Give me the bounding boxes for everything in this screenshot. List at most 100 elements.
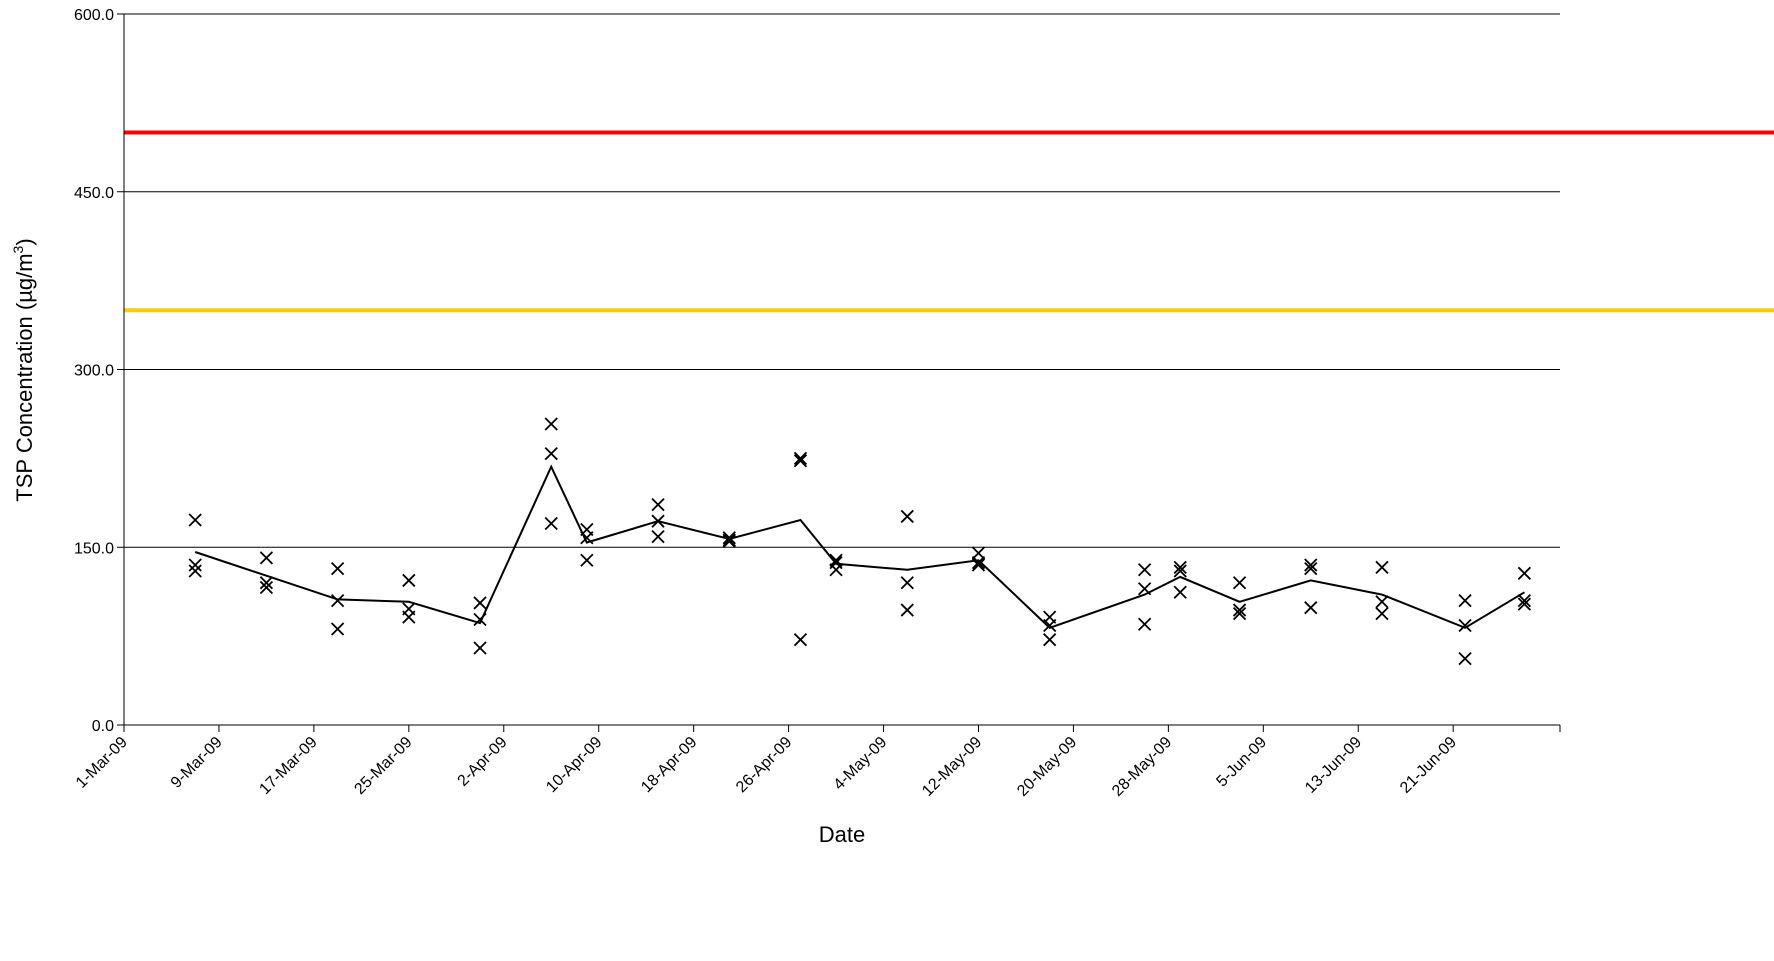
limit-lines (124, 130, 1774, 313)
x-tick-label: 9-Mar-09 (168, 734, 226, 792)
y-axis-title-main: TSP Concentration (µg/m (12, 253, 37, 501)
data-point (971, 546, 986, 560)
x-tick-label: 26-Apr-09 (733, 734, 795, 796)
data-point (1517, 597, 1532, 611)
marker-stroke (1517, 597, 1532, 611)
marker-stroke (259, 580, 274, 595)
y-tick-label: 300.0 (74, 363, 114, 380)
marker-stroke (1517, 566, 1532, 580)
data-point (188, 513, 202, 527)
grid-lines (124, 13, 1560, 548)
x-tick-label: 25-Mar-09 (351, 734, 415, 798)
data-point (330, 622, 345, 636)
marker-stroke (1304, 558, 1318, 572)
marker-stroke (330, 622, 345, 636)
marker-stroke (1173, 560, 1187, 575)
x-tick-label: 18-Apr-09 (638, 734, 700, 796)
data-point (1304, 561, 1318, 576)
data-point (330, 593, 345, 608)
marker-stroke (1043, 633, 1057, 647)
data-point (402, 610, 416, 624)
marker-stroke (651, 514, 665, 528)
data-point (793, 451, 808, 466)
marker-stroke (580, 531, 594, 545)
marker-stroke (544, 446, 558, 461)
marker-stroke (544, 516, 558, 531)
data-point (722, 534, 736, 548)
data-point (259, 576, 274, 590)
marker-stroke (330, 593, 345, 608)
marker-stroke (651, 529, 665, 544)
data-point (1232, 606, 1247, 621)
data-point (1304, 601, 1318, 615)
x-tick-label: 20-May-09 (1014, 734, 1080, 800)
marker-stroke (1232, 576, 1247, 590)
data-point (651, 497, 665, 512)
marker-stroke (1173, 585, 1187, 599)
y-axis-title-sup: 3 (10, 245, 26, 253)
data-point (259, 580, 274, 595)
x-tick-label: 21-Jun-09 (1397, 734, 1460, 797)
data-point (259, 551, 274, 565)
marker-stroke (793, 633, 808, 647)
data-point (1517, 593, 1532, 608)
marker-stroke (580, 553, 594, 567)
marker-stroke (188, 564, 202, 578)
data-point (330, 561, 345, 576)
y-tick-label: 450.0 (74, 185, 114, 202)
x-tick-label: 12-May-09 (919, 734, 985, 800)
marker-stroke (1458, 618, 1472, 633)
data-point (188, 558, 202, 572)
data-point (1375, 560, 1389, 575)
marker-stroke (900, 509, 914, 524)
marker-stroke (188, 513, 202, 527)
marker-stroke (971, 558, 986, 572)
marker-stroke (1232, 606, 1247, 621)
y-tick-label: 0.0 (92, 718, 114, 735)
marker-stroke (971, 556, 986, 570)
marker-stroke (473, 596, 487, 610)
data-point (544, 417, 558, 431)
marker-stroke (793, 454, 808, 468)
data-point (793, 633, 808, 647)
marker-stroke (1232, 603, 1247, 617)
marker-stroke (1304, 601, 1318, 615)
marker-stroke (1173, 564, 1187, 578)
data-point (829, 556, 843, 570)
data-markers (188, 417, 1532, 666)
marker-stroke (1137, 617, 1152, 631)
data-point (1517, 566, 1532, 580)
x-ticks: 1-Mar-09 9-Mar-09 17-Mar-09 25-Mar-09 2-Apr-… (73, 725, 1561, 800)
marker-stroke (829, 563, 843, 577)
data-point (1137, 617, 1152, 631)
data-point (829, 563, 843, 577)
data-point (473, 612, 487, 627)
marker-stroke (1517, 593, 1532, 608)
x-tick-label: 13-Jun-09 (1302, 734, 1365, 797)
marker-stroke (402, 610, 416, 624)
x-tick-label: 4-May-09 (831, 734, 891, 794)
y-tick-label: 600.0 (74, 7, 114, 24)
marker-stroke (259, 576, 274, 590)
data-point (1173, 560, 1187, 575)
data-point (1304, 558, 1318, 572)
data-point (544, 446, 558, 461)
marker-stroke (1375, 606, 1389, 621)
data-point (1173, 585, 1187, 599)
data-point (473, 596, 487, 610)
marker-stroke (1458, 593, 1472, 608)
data-point (900, 576, 914, 590)
data-point (651, 514, 665, 528)
marker-stroke (829, 553, 843, 567)
marker-stroke (722, 531, 736, 545)
data-point (1375, 595, 1389, 609)
x-tick-label: 17-Mar-09 (256, 734, 320, 798)
marker-stroke (402, 573, 416, 588)
data-point (1375, 606, 1389, 621)
marker-stroke (544, 417, 558, 431)
data-point (1458, 652, 1472, 666)
data-point (1137, 563, 1152, 577)
data-point (829, 553, 843, 567)
data-point (580, 531, 594, 545)
data-point (544, 516, 558, 531)
